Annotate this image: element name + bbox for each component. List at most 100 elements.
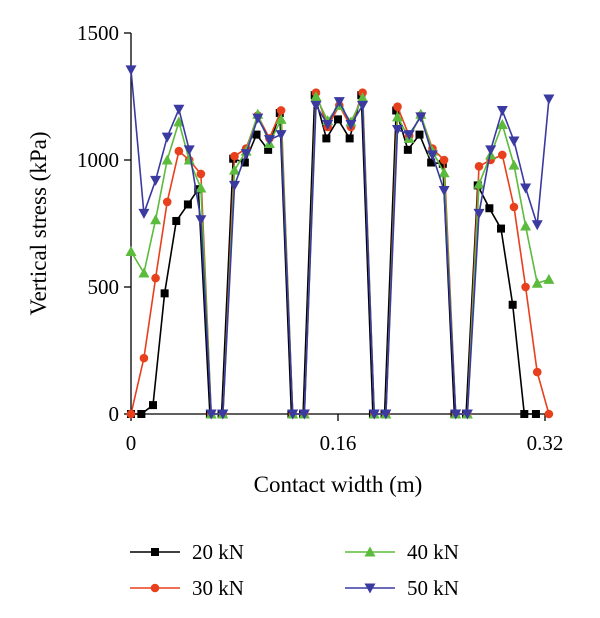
data-point	[287, 409, 299, 420]
data-point	[543, 273, 555, 284]
data-point	[183, 145, 195, 156]
y-tick-label: 0	[109, 402, 120, 426]
series-3	[125, 65, 555, 420]
data-point	[252, 130, 261, 139]
data-point	[230, 151, 239, 161]
y-axis-title: Vertical stress (kPa)	[26, 132, 51, 316]
data-point	[520, 183, 532, 194]
data-point	[531, 410, 540, 418]
data-point	[439, 155, 449, 165]
data-point	[139, 353, 149, 363]
series-layer	[125, 65, 555, 420]
x-tick-label: 0	[126, 431, 137, 455]
data-point	[173, 104, 185, 115]
data-point	[345, 119, 357, 130]
x-axis-title: Contact width (m)	[254, 472, 423, 497]
legend-label: 30 kN	[192, 576, 244, 600]
data-point	[496, 118, 508, 129]
x-tick-label: 0.16	[320, 431, 357, 455]
y-tick-label: 1500	[77, 21, 119, 45]
data-point	[160, 289, 169, 298]
data-point	[151, 273, 160, 283]
legend-item: 40 kN	[345, 540, 459, 564]
data-point	[474, 162, 484, 171]
data-point	[173, 116, 185, 127]
data-point	[509, 202, 519, 212]
data-point	[217, 409, 229, 420]
data-point	[252, 113, 264, 124]
data-point	[485, 145, 497, 156]
data-point	[150, 214, 162, 225]
y-tick-label: 500	[88, 275, 120, 299]
data-point	[298, 409, 310, 420]
data-point	[148, 401, 157, 410]
legend-item: 50 kN	[345, 576, 459, 600]
data-point	[415, 112, 427, 123]
data-point	[357, 100, 369, 111]
legend-label: 40 kN	[407, 540, 459, 564]
data-point	[240, 149, 252, 160]
data-point	[520, 220, 532, 231]
data-point	[275, 130, 287, 141]
data-point	[174, 146, 184, 156]
data-point	[498, 150, 507, 160]
data-point	[531, 277, 543, 288]
data-point	[150, 175, 162, 186]
data-point	[195, 182, 207, 193]
data-point	[403, 130, 415, 141]
x-tick-label: 0.32	[527, 431, 564, 455]
data-point	[263, 135, 275, 146]
data-point	[497, 224, 506, 233]
data-point	[450, 409, 462, 420]
data-point	[427, 158, 436, 167]
legend-label: 20 kN	[192, 540, 244, 564]
data-point	[162, 197, 172, 207]
data-point	[229, 164, 240, 175]
data-point	[543, 94, 555, 105]
data-point	[438, 167, 450, 178]
data-point	[380, 409, 392, 420]
series-1	[126, 88, 554, 419]
y-tick-label: 1000	[77, 148, 119, 172]
data-point	[508, 300, 517, 309]
data-point	[334, 115, 342, 124]
data-point	[403, 145, 412, 154]
data-point	[392, 125, 404, 136]
data-point	[322, 119, 334, 130]
legend: 20 kN 30 kN 40 kN 50 kN	[130, 540, 459, 600]
data-point	[521, 282, 530, 292]
legend-item: 20 kN	[130, 540, 244, 564]
data-point	[161, 132, 173, 143]
data-point	[496, 105, 508, 116]
data-point	[310, 100, 322, 111]
legend-marker	[151, 548, 159, 556]
data-point	[264, 145, 273, 154]
data-point	[393, 102, 402, 111]
data-point	[229, 180, 240, 191]
data-point	[172, 216, 181, 225]
data-point	[125, 65, 137, 76]
data-point	[275, 113, 287, 124]
data-point	[461, 409, 473, 420]
data-point	[138, 267, 150, 278]
data-point	[333, 97, 345, 108]
data-point	[276, 106, 286, 115]
data-point	[508, 159, 520, 170]
data-point	[368, 409, 380, 420]
series-line	[130, 91, 550, 415]
axes: 0 500 1000 1500 0 0.16 0.32 Contact width (m) Ve…	[26, 21, 563, 497]
data-point	[138, 208, 150, 219]
data-point	[137, 410, 146, 418]
legend-item: 30 kN	[130, 576, 244, 600]
data-point	[183, 200, 192, 209]
data-point	[161, 154, 173, 165]
data-point	[426, 150, 438, 161]
series-0	[127, 91, 540, 418]
data-point	[240, 158, 249, 167]
data-point	[195, 215, 207, 226]
data-point	[508, 136, 520, 147]
data-point	[392, 111, 404, 122]
legend-label: 50 kN	[407, 576, 459, 600]
series-2	[125, 91, 555, 419]
